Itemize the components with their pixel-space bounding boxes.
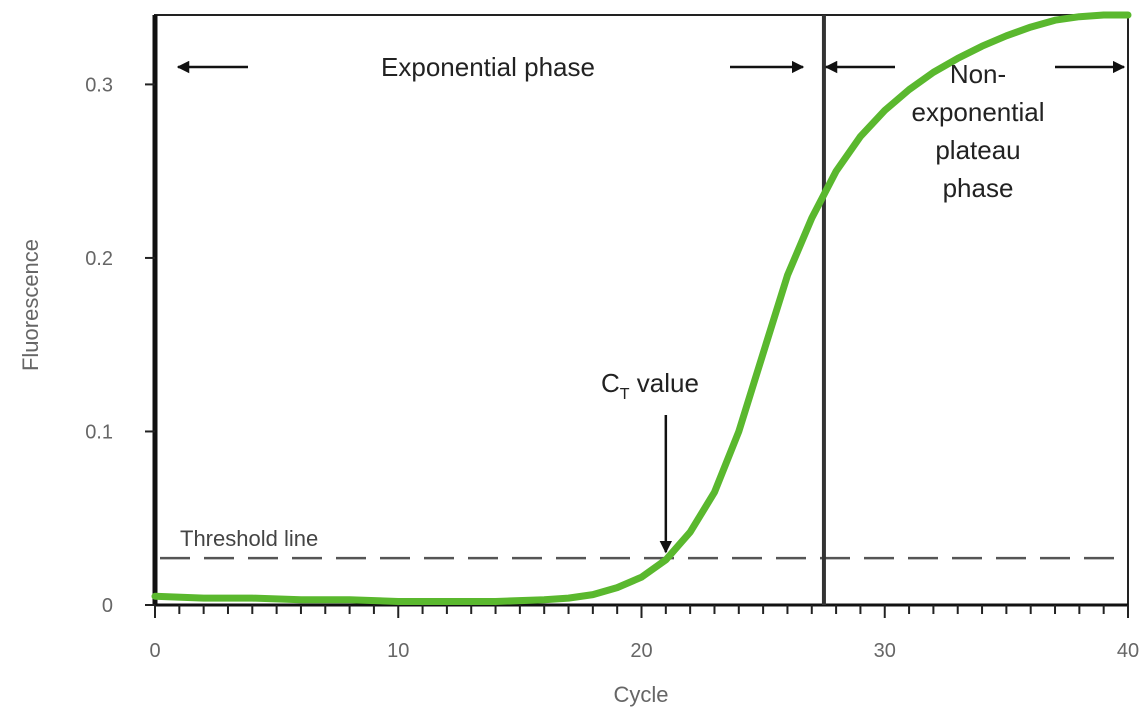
plateau-label-line: phase: [943, 173, 1014, 203]
y-tick-label: 0.1: [85, 421, 113, 443]
y-axis-ticks: 0 0.1 0.2 0.3: [85, 74, 155, 617]
plateau-label-line: exponential: [912, 97, 1045, 127]
ct-subscript: T: [620, 386, 630, 403]
x-axis-label: Cycle: [613, 682, 668, 707]
x-axis-ticks: 0 10 20 30 40: [149, 605, 1139, 662]
exponential-phase-label: Exponential phase: [381, 52, 595, 82]
x-tick-label: 20: [630, 640, 652, 662]
x-tick-label: 0: [149, 640, 160, 662]
x-tick-label: 30: [874, 640, 896, 662]
plateau-phase-label: Non-exponential plateau phase: [912, 59, 1045, 203]
x-tick-label: 40: [1117, 640, 1139, 662]
y-tick-label: 0.3: [85, 74, 113, 96]
y-axis-label: Fluorescence: [18, 239, 43, 371]
threshold-label: Threshold line: [180, 526, 318, 551]
y-tick-label: 0: [102, 595, 113, 617]
ct-rest: value: [630, 368, 699, 398]
plateau-label-line: plateau: [935, 135, 1020, 165]
plateau-label-line: Non-: [950, 59, 1006, 89]
amplification-curve: [151, 11, 1132, 605]
x-tick-label: 10: [387, 640, 409, 662]
ct-c: C: [601, 368, 620, 398]
ct-value-label: CT value: [601, 368, 699, 403]
y-tick-label: 0.2: [85, 248, 113, 270]
